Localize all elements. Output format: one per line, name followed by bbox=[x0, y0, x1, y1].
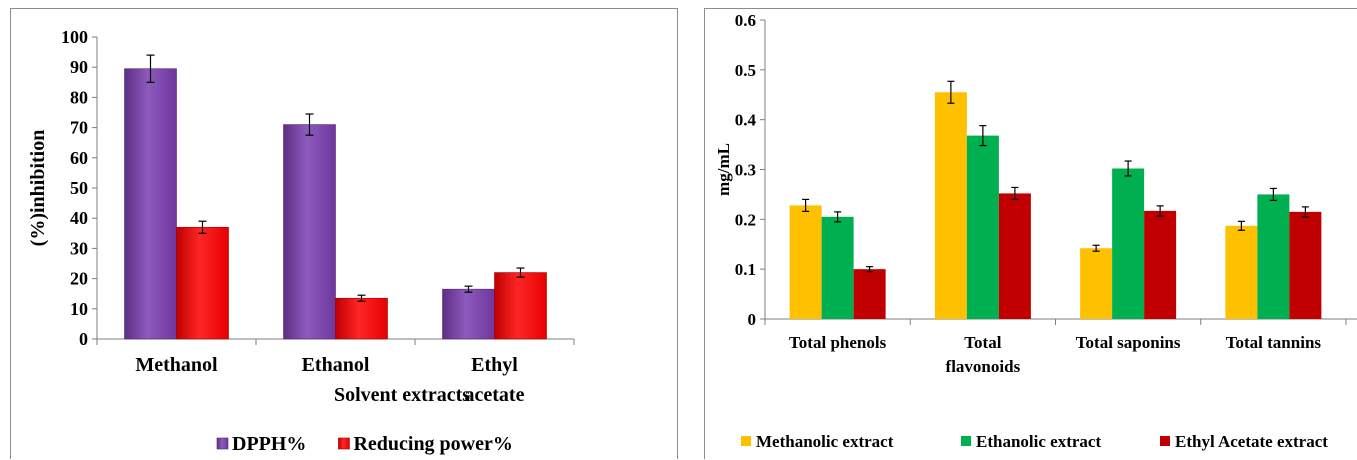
x-category-label: Methanol bbox=[135, 354, 218, 376]
y-tick-label: 80 bbox=[70, 87, 88, 107]
legend-swatch bbox=[216, 437, 229, 450]
y-tick-label: 0.4 bbox=[735, 111, 757, 130]
x-category-label: Total bbox=[964, 333, 1001, 352]
bar bbox=[789, 205, 822, 319]
bar bbox=[335, 297, 388, 340]
y-axis-title: (%)inhibition bbox=[27, 130, 49, 247]
bar bbox=[1144, 210, 1177, 319]
legend-label: DPPH% bbox=[232, 433, 306, 455]
legend-label: Reducing power% bbox=[353, 433, 512, 455]
legend-swatch bbox=[961, 436, 971, 446]
bar bbox=[1289, 211, 1322, 319]
x-category-label: Ethyl bbox=[471, 354, 518, 376]
y-tick-label: 60 bbox=[70, 148, 88, 168]
legend-swatch bbox=[338, 437, 350, 450]
x-category-label: Ethanol bbox=[302, 354, 370, 376]
bar bbox=[934, 92, 967, 319]
bar bbox=[442, 288, 495, 340]
bar bbox=[124, 68, 177, 340]
y-tick-label: 10 bbox=[70, 299, 88, 319]
y-tick-label: 0.6 bbox=[735, 11, 756, 30]
bar bbox=[853, 269, 886, 319]
legend-label: Methanolic extract bbox=[756, 432, 894, 451]
x-category-label: Total saponins bbox=[1076, 333, 1181, 352]
bar bbox=[966, 135, 999, 319]
y-tick-label: 90 bbox=[70, 57, 88, 77]
y-tick-label: 0.2 bbox=[735, 210, 756, 229]
y-tick-label: 50 bbox=[70, 178, 88, 198]
x-category-label: Total phenols bbox=[789, 333, 887, 352]
y-tick-label: 0 bbox=[79, 329, 88, 349]
legend-swatch bbox=[741, 436, 751, 446]
bar bbox=[283, 124, 336, 340]
legend-swatch bbox=[1160, 436, 1170, 446]
y-tick-label: 20 bbox=[70, 269, 88, 289]
bar bbox=[494, 272, 547, 340]
bar bbox=[176, 226, 229, 340]
x-category-label: acetate bbox=[465, 384, 525, 406]
y-tick-label: 0 bbox=[748, 310, 757, 329]
x-category-label: Total tannins bbox=[1226, 333, 1322, 352]
y-tick-label: 30 bbox=[70, 238, 88, 258]
phytochemical-bar-chart: 0 0.1 0.2 0.3 0.4 0.5 0.6 Total phenols Total fla… bbox=[714, 11, 1357, 451]
y-tick-label: 0.3 bbox=[735, 161, 756, 180]
chart-panel-inhibition: 0 10 20 30 40 50 60 70 80 90 100 Methanol Ethanol Eth… bbox=[10, 8, 678, 459]
inhibition-bar-chart: 0 10 20 30 40 50 60 70 80 90 100 Methanol Ethanol Eth… bbox=[27, 27, 575, 455]
y-tick-label: 40 bbox=[70, 208, 88, 228]
y-tick-label: 0.1 bbox=[735, 260, 756, 279]
x-axis-title: Solvent extracts bbox=[334, 384, 470, 406]
y-tick-label: 70 bbox=[70, 118, 88, 138]
bar bbox=[1225, 225, 1258, 319]
y-axis-title: mg/mL bbox=[714, 143, 733, 196]
x-category-label: flavonoids bbox=[946, 357, 1021, 376]
legend-label: Ethanolic extract bbox=[976, 432, 1101, 451]
bar bbox=[821, 216, 854, 319]
bar bbox=[1080, 248, 1113, 319]
y-tick-label: 0.5 bbox=[735, 61, 756, 80]
bar bbox=[1112, 168, 1145, 319]
y-tick-label: 100 bbox=[61, 27, 88, 47]
legend-label: Ethyl Acetate extract bbox=[1175, 432, 1328, 451]
chart-panel-phytochemicals: 0 0.1 0.2 0.3 0.4 0.5 0.6 Total phenols Total fla… bbox=[704, 8, 1357, 459]
bar bbox=[1257, 194, 1290, 319]
bar bbox=[998, 193, 1031, 319]
